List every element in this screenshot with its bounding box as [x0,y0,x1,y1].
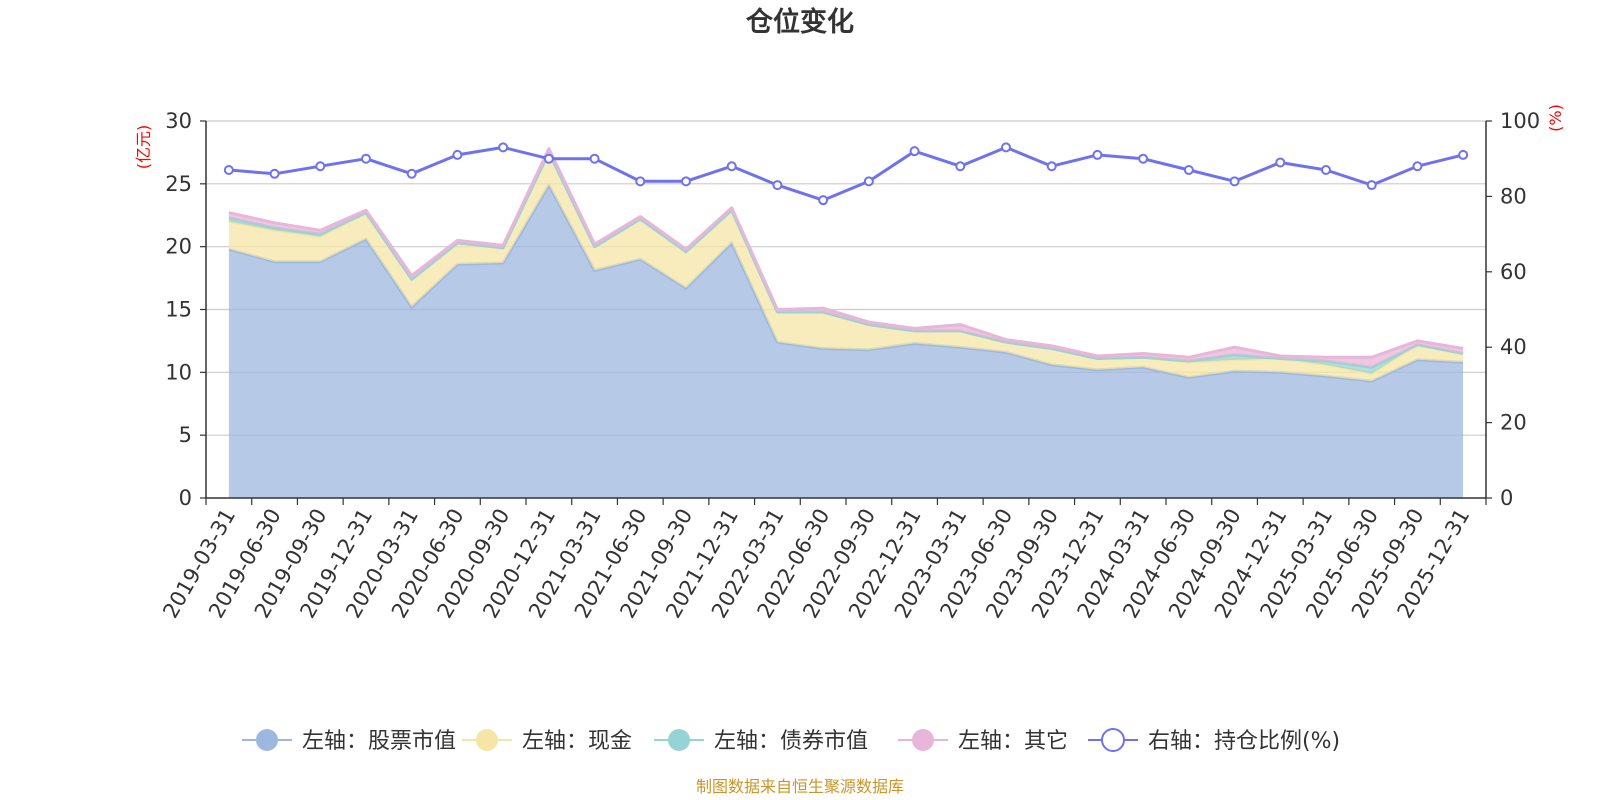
legend-item: 左轴：股票市值 [242,729,456,754]
ratio-point [1366,180,1377,191]
ratio-point [1412,161,1423,172]
ratio-point [269,168,280,179]
ratio-point [818,195,829,206]
legend-marker [1101,728,1125,752]
legend-label: 左轴：股票市值 [302,729,456,754]
left-axis-label: (亿元) [134,125,153,170]
area-edge-左轴：其它 [228,147,1464,359]
ratio-point [1275,157,1286,168]
ratio-point [635,176,646,187]
ratio-line [223,142,1469,206]
left-tick-label: 30 [165,109,192,133]
area-左轴：股票市值 [228,185,1464,498]
legend-label: 左轴：现金 [522,729,632,754]
ratio-point [452,149,463,160]
left-tick-label: 10 [165,360,192,384]
ratio-point [406,168,417,179]
left-tick-label: 20 [165,235,192,259]
left-tick-label: 5 [179,423,192,447]
legend-marker [476,729,498,751]
left-tick-label: 15 [165,298,192,322]
ratio-point [863,176,874,187]
legend-marker [256,729,278,751]
ratio-point [589,153,600,164]
stacked-areas [228,147,1464,498]
ratio-point [1046,161,1057,172]
ratio-polyline [228,145,1464,202]
ratio-point [1458,149,1469,160]
ratio-point [1229,176,1240,187]
ratio-point [909,146,920,157]
legend-item: 左轴：其它 [898,729,1068,754]
ratio-point [315,161,326,172]
source-note: 制图数据来自恒生聚源数据库 [696,777,904,796]
right-tick-label: 60 [1500,260,1527,284]
right-tick-label: 20 [1500,411,1527,435]
ratio-point [726,161,737,172]
legend-marker [912,729,934,751]
legend-marker [668,729,690,751]
legend-label: 右轴：持仓比例(%) [1148,729,1340,754]
legend-label: 左轴：其它 [958,729,1068,754]
legend-label: 左轴：债券市值 [714,729,868,754]
right-tick-label: 40 [1500,335,1527,359]
ratio-point [361,153,371,164]
ratio-point [955,161,966,172]
right-tick-label: 100 [1500,109,1540,133]
area-左轴：现金 [228,152,1464,382]
left-tick-label: 25 [165,172,192,196]
legend-item: 左轴：债券市值 [654,729,868,754]
right-tick-label: 0 [1500,486,1513,510]
ratio-point [223,165,234,176]
ratio-point [1092,149,1103,160]
ratio-point [1001,142,1011,153]
chart-title: 仓位变化 [745,6,854,38]
right-tick-label: 80 [1500,184,1527,208]
legend-item: 右轴：持仓比例(%) [1088,728,1340,754]
ratio-point [1321,165,1331,176]
ratio-point [772,180,783,191]
ratio-point [681,176,691,187]
legend: 左轴：股票市值 左轴：现金 左轴：债券市值 左轴：其它 右轴：持仓比例(%) [242,728,1340,754]
legend-item: 左轴：现金 [462,729,632,754]
ratio-point [498,142,509,153]
ratio-point [1138,153,1149,164]
ratio-point [1183,165,1194,176]
left-tick-label: 0 [179,486,192,510]
right-axis-label: (%) [1546,104,1565,132]
ratio-point [543,153,554,164]
